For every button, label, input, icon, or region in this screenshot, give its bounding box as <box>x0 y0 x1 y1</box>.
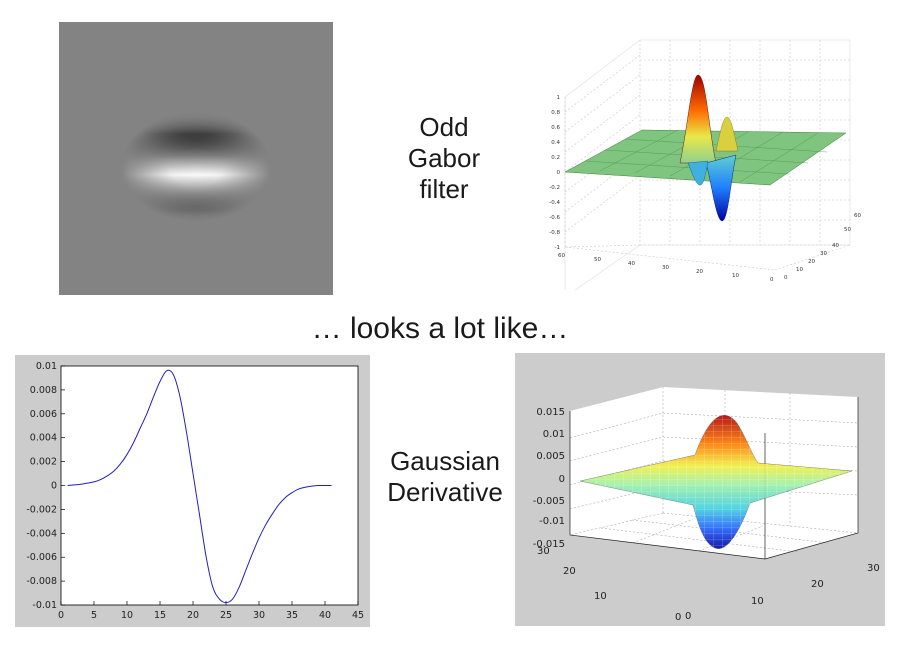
y-tick: 40 <box>832 243 839 249</box>
right-axis-ticks: 0 10 20 30 <box>685 563 880 622</box>
gaussian-derivative-caption: Gaussian Derivative <box>380 446 510 508</box>
z-tick: 0.2 <box>551 155 560 161</box>
gabor-small-trough <box>687 160 709 186</box>
right-tick: 20 <box>811 579 824 590</box>
left-tick: 0 <box>675 612 681 623</box>
left-tick: 10 <box>594 591 607 602</box>
caption-line: filter <box>419 174 469 204</box>
y-tick-label: 0.004 <box>30 433 57 444</box>
z-tick: 0.005 <box>536 451 565 462</box>
gabor-positive-peak <box>679 74 717 164</box>
right-tick: 10 <box>751 596 764 607</box>
z-tick: 1 <box>557 95 561 101</box>
plot-area <box>60 365 359 606</box>
z-tick: -0.6 <box>549 215 560 221</box>
y-tick-label: -0.002 <box>26 504 57 515</box>
left-axis-ticks: 30 20 10 0 <box>537 546 681 623</box>
z-tick: 0 <box>557 170 561 176</box>
z-tick: -0.01 <box>539 516 565 527</box>
x-tick-label: 0 <box>58 610 64 621</box>
x-tick-label: 35 <box>286 610 298 621</box>
x-tick: 10 <box>732 273 739 279</box>
y-tick: 10 <box>796 267 803 273</box>
x-tick-label: 5 <box>91 610 97 621</box>
x-tick-label: 40 <box>319 610 331 621</box>
y-tick: 60 <box>854 213 861 219</box>
y-tick: 20 <box>808 259 815 265</box>
mesh-lines <box>580 415 852 549</box>
z-tick: 0.8 <box>551 110 560 116</box>
looks-like-caption: … looks a lot like… <box>311 312 569 345</box>
z-tick: -0.8 <box>549 230 560 236</box>
z-tick: 0.4 <box>551 140 560 146</box>
x-tick-label: 30 <box>253 610 265 621</box>
x-tick-label: 45 <box>352 610 364 621</box>
z-tick: -0.005 <box>533 496 565 507</box>
z-tick: 0.6 <box>551 125 560 131</box>
y-tick-label: -0.008 <box>26 576 57 587</box>
caption-line: Derivative <box>387 477 503 507</box>
y-axis-ticks: 0.01 0.008 0.006 0.004 0.002 0 -0.002 -0.004 -0.… <box>26 361 65 611</box>
x-tick: 20 <box>696 269 703 275</box>
y-tick-label: 0 <box>51 481 57 492</box>
gabor-surface-plot: 1 0.8 0.6 0.4 0.2 0 -0.2 -0.4 -0.6 -0.8 … <box>549 39 861 290</box>
z-tick: 0.015 <box>536 407 565 418</box>
z-tick: 0.01 <box>543 429 565 440</box>
x-tick: 40 <box>628 261 635 267</box>
y-tick-label: 0.008 <box>30 385 57 396</box>
x-tick-label: 25 <box>220 610 232 621</box>
caption-line: Gaussian <box>390 446 500 476</box>
gabor-y-ticks: 0 10 20 30 40 50 60 <box>784 213 861 281</box>
z-axis-ticks: 0.015 0.01 0.005 0 -0.005 -0.01 -0.015 <box>533 407 565 550</box>
caption-line: Odd <box>419 112 469 142</box>
y-tick-label: 0.006 <box>30 409 57 420</box>
x-tick: 50 <box>594 257 601 263</box>
gabor-grid <box>564 39 851 290</box>
gaussian-derivative-surface-plot: 0.015 0.01 0.005 0 -0.005 -0.01 -0.015 3… <box>515 353 885 626</box>
y-tick: 30 <box>820 251 827 257</box>
y-tick-label: -0.006 <box>26 552 57 563</box>
y-tick-label: 0.01 <box>36 361 57 372</box>
left-tick: 30 <box>537 546 550 557</box>
x-tick-label: 10 <box>121 610 133 621</box>
z-tick: -1 <box>555 245 560 251</box>
caption-line: Gabor <box>407 143 481 173</box>
right-tick: 0 <box>685 611 691 622</box>
right-tick: 30 <box>867 563 880 574</box>
data-line <box>67 369 332 604</box>
odd-gabor-image <box>59 22 333 295</box>
gabor-negative-trough <box>705 154 737 222</box>
z-tick: -0.015 <box>533 539 565 550</box>
y-tick-label: 0.002 <box>30 457 57 468</box>
z-tick: -0.4 <box>549 200 560 206</box>
y-tick: 50 <box>844 227 851 233</box>
y-tick: 0 <box>784 275 788 281</box>
x-tick-label: 20 <box>187 610 199 621</box>
x-tick: 60 <box>558 253 565 259</box>
y-tick-label: -0.01 <box>32 600 57 611</box>
x-tick: 0 <box>770 277 774 283</box>
z-tick: -0.2 <box>549 185 560 191</box>
z-tick: 0 <box>559 474 565 485</box>
y-tick-label: -0.004 <box>26 528 57 539</box>
gaussian-derivative-line-chart: 0.01 0.008 0.006 0.004 0.002 0 -0.002 -0.004 -0.… <box>15 355 370 627</box>
x-axis-ticks: 0 5 10 15 20 25 30 35 40 45 <box>58 601 364 621</box>
gabor-small-peak <box>715 116 739 152</box>
gabor-x-ticks: 60 50 40 30 20 10 0 <box>558 253 774 283</box>
x-tick-label: 15 <box>154 610 166 621</box>
left-tick: 20 <box>563 566 576 577</box>
gabor-z-ticks: 1 0.8 0.6 0.4 0.2 0 -0.2 -0.4 -0.6 -0.8 … <box>549 95 560 251</box>
x-tick: 30 <box>662 265 669 271</box>
odd-gabor-caption: Odd Gabor filter <box>390 112 498 205</box>
